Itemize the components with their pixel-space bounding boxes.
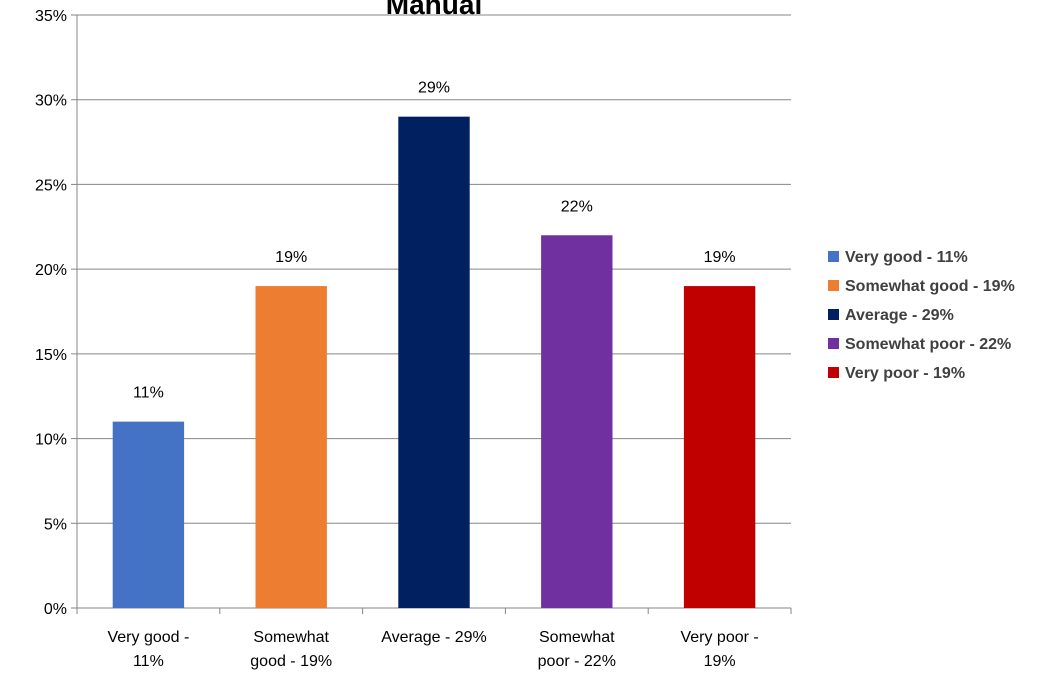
x-tick-label: Very poor -: [680, 629, 758, 646]
data-label: 19%: [704, 249, 736, 266]
bars: [112, 116, 756, 609]
legend-swatch: [828, 251, 839, 262]
legend-label: Average - 29%: [845, 307, 954, 324]
x-tick-label: Very good -: [107, 629, 189, 646]
bar: [112, 421, 185, 608]
data-label: 22%: [561, 198, 593, 215]
y-tick-label: 30%: [35, 93, 67, 110]
x-tick-label: good - 19%: [250, 653, 332, 670]
legend-label: Very poor - 19%: [845, 365, 965, 382]
bar: [683, 286, 756, 608]
y-tick-label: 5%: [44, 516, 67, 533]
chart-title: Manual: [386, 0, 482, 20]
x-tick-label: poor - 22%: [538, 653, 616, 670]
legend-label: Very good - 11%: [845, 249, 968, 266]
axes: 0% 5% 10% 15% 20% 25% 30% 35% Very good - 11% Some…: [35, 8, 792, 670]
data-label: 29%: [418, 80, 450, 97]
y-tick-label: 0%: [44, 601, 67, 618]
bar: [255, 286, 327, 608]
legend-swatch: [828, 338, 839, 349]
legend: Very good - 11% Somewhat good - 19% Averag…: [828, 249, 1015, 382]
legend-swatch: [828, 367, 839, 378]
x-tick-label: 19%: [704, 653, 736, 670]
data-label: 11%: [133, 385, 164, 402]
x-tick-label: Somewhat: [253, 629, 329, 646]
y-tick-label: 20%: [35, 262, 67, 279]
legend-swatch: [828, 309, 839, 320]
legend-label: Somewhat poor - 22%: [845, 336, 1011, 353]
y-tick-label: 35%: [35, 8, 67, 25]
legend-label: Somewhat good - 19%: [845, 278, 1015, 295]
bar: [541, 235, 613, 608]
x-tick-label: Somewhat: [539, 629, 615, 646]
x-tick-label: Average - 29%: [381, 629, 487, 646]
y-tick-label: 15%: [35, 347, 67, 364]
y-tick-label: 10%: [35, 432, 67, 449]
y-tick-label: 25%: [35, 177, 67, 194]
bar: [398, 116, 470, 609]
data-labels: 11% 19% 29% 22% 19%: [133, 80, 736, 402]
x-tick-label: 11%: [133, 653, 164, 670]
data-label: 19%: [275, 249, 307, 266]
legend-swatch: [828, 280, 839, 291]
